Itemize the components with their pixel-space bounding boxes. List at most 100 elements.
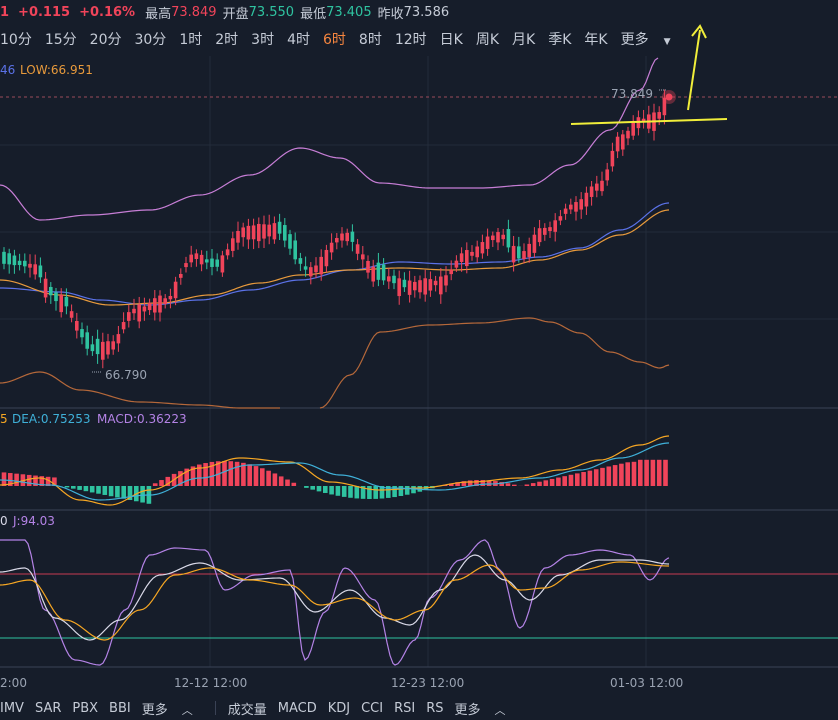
period-tab[interactable]: 4时 (287, 32, 310, 48)
indicator-tab[interactable]: BBI (109, 700, 131, 716)
candle-body (657, 112, 661, 119)
period-tab[interactable]: 季K (548, 32, 572, 48)
macd-bar (184, 468, 189, 486)
macd-bar (8, 473, 13, 486)
candle-body (522, 251, 526, 260)
indicator-tab[interactable]: KDJ (327, 700, 351, 716)
macd-bar (524, 484, 530, 486)
macd-bar (404, 486, 410, 495)
high-value: 73.849 (171, 4, 217, 20)
macd-bar (108, 486, 114, 497)
period-tab[interactable]: 10分 (0, 32, 32, 48)
candle-body (267, 224, 271, 237)
indicator-tab[interactable]: MACD (277, 700, 317, 716)
candle-body (147, 302, 152, 311)
period-tab[interactable]: 20分 (89, 32, 122, 48)
candle-body (106, 341, 110, 355)
bollinger-lower-right (319, 317, 670, 409)
open-value: 73.550 (248, 4, 295, 20)
candle-body (501, 234, 505, 240)
period-tab[interactable]: 2时 (215, 32, 239, 48)
period-more-button[interactable]: 更多 ▼ (621, 29, 684, 49)
up-arrow-shaft (687, 29, 701, 111)
candle-body (376, 262, 381, 280)
macd-bar (638, 459, 643, 486)
period-tab[interactable]: 日K (439, 32, 463, 48)
bollinger-upper (0, 57, 659, 221)
candle-body (95, 338, 100, 355)
macd-bar (335, 486, 341, 496)
macd-bar (33, 475, 38, 486)
quote-header: 1 +0.115 +0.16% 最高 73.849 开盘 73.550 最低 7… (0, 0, 838, 24)
macd-bar (530, 483, 536, 486)
period-tab[interactable]: 12时 (394, 32, 427, 48)
macd-dea-line (0, 442, 670, 501)
macd-bar (89, 486, 95, 493)
macd-bar (241, 462, 246, 486)
candle-body (589, 186, 594, 197)
indicator-tab[interactable]: IMV (0, 700, 24, 716)
indicator-more-button[interactable]: 更多 ︿ (455, 699, 517, 718)
indicator-tab[interactable]: RSI (394, 700, 416, 716)
macd-bar (14, 473, 19, 486)
period-tab[interactable]: 3时 (251, 32, 275, 48)
period-tab[interactable]: 月K (512, 32, 536, 48)
macd-bar (341, 486, 347, 497)
period-tab[interactable]: 30分 (134, 32, 167, 48)
candle-body (309, 267, 313, 277)
indicator-tab[interactable]: RS (426, 700, 444, 716)
macd-bar (537, 481, 542, 486)
candle-body (7, 253, 11, 265)
period-tab[interactable]: 8时 (358, 32, 382, 48)
macd-bar (140, 486, 145, 503)
macd-bar (127, 486, 133, 500)
up-arrow-head (691, 24, 707, 39)
macd-bar (360, 486, 366, 499)
indicator-more-button[interactable]: 更多 ︿ (142, 699, 204, 718)
candle-body (335, 238, 339, 243)
macd-bar (650, 459, 656, 486)
candle-body (236, 231, 240, 243)
macd-bar (467, 480, 473, 486)
period-tab[interactable]: 周K (475, 32, 500, 48)
candle-body (153, 298, 157, 313)
last-price-dot (665, 93, 673, 101)
macd-bar (39, 476, 45, 486)
period-tab[interactable]: 年K (584, 32, 608, 48)
candle-body (85, 332, 89, 349)
macd-bar (543, 480, 549, 486)
candle-body (574, 202, 578, 212)
indicator-tab[interactable]: PBX (72, 700, 99, 716)
macd-bar (77, 486, 82, 490)
period-tab-active[interactable]: 6时 (323, 32, 346, 48)
candle-body (641, 118, 646, 122)
indicator-tab[interactable]: SAR (34, 700, 62, 716)
indicator-tab[interactable]: CCI (361, 700, 384, 716)
macd-bar (556, 477, 561, 486)
candle-body (345, 232, 349, 242)
candle-body (116, 334, 121, 344)
candle-body (64, 296, 69, 307)
macd-bar (26, 474, 32, 486)
period-tab[interactable]: 15分 (44, 32, 77, 48)
candle-body (189, 254, 193, 263)
candle-body (257, 223, 261, 242)
macd-bar (411, 486, 416, 494)
macd-bar (152, 483, 158, 486)
indicator-more-label: 更多 (141, 702, 168, 718)
x-axis-label: 01-03 12:00 (610, 676, 683, 690)
kdj-lines (0, 539, 670, 666)
macd-bar (310, 486, 315, 490)
indicator-tab[interactable]: 成交量 (227, 702, 267, 718)
candle-body (662, 97, 667, 116)
macd-histogram (1, 459, 668, 504)
macd-bar (562, 476, 567, 486)
macd-bar (486, 480, 492, 486)
candle-body (101, 341, 105, 360)
candle-body (127, 312, 131, 321)
period-tab[interactable]: 1时 (179, 32, 203, 48)
candle-body (137, 304, 141, 322)
moving-averages (0, 202, 670, 306)
macd-bar (272, 473, 278, 486)
